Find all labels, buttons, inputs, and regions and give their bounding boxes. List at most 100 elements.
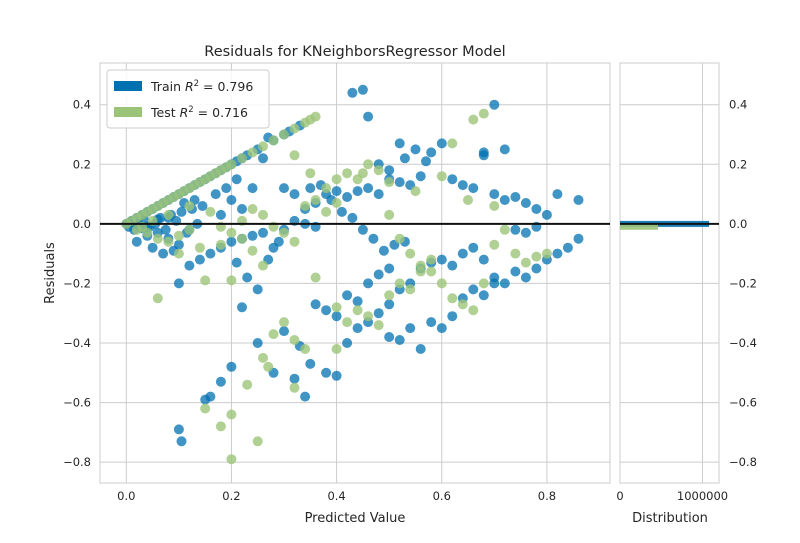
test-point (410, 186, 421, 197)
train-point (489, 99, 500, 110)
test-point (215, 421, 226, 432)
train-point (347, 87, 358, 98)
distribution-y-tick-labels: 0.4 0.2 0.0 −0.2 −0.4 −0.6 −0.8 (729, 98, 757, 469)
train-point (160, 224, 171, 235)
train-point (531, 263, 542, 274)
legend-test-eq: = (194, 105, 212, 120)
train-point (357, 84, 368, 95)
test-point (384, 177, 395, 188)
train-point (510, 192, 521, 202)
legend-item-test: Test R2 = 0.716 (114, 105, 248, 120)
train-point (331, 370, 342, 381)
train-point (499, 144, 510, 155)
test-point (331, 174, 342, 185)
test-point (447, 293, 458, 304)
distribution-bar-test (620, 223, 658, 230)
legend: Train R2 = 0.796 Test R2 = 0.716 (106, 69, 270, 129)
train-point (468, 284, 479, 295)
y-tick-label: −0.4 (63, 336, 91, 350)
legend-label-test: Test R2 = 0.716 (150, 105, 248, 120)
test-point (242, 379, 253, 390)
train-point (436, 138, 447, 149)
train-point (336, 206, 347, 217)
train-point (531, 204, 542, 214)
test-point (342, 317, 353, 328)
test-point (363, 159, 374, 170)
legend-swatch-train (114, 81, 142, 91)
test-point (258, 141, 268, 152)
test-point (426, 254, 437, 265)
test-point (415, 266, 426, 277)
distribution-y-tick-label: 0.0 (729, 217, 747, 231)
train-point (520, 227, 531, 238)
test-point (152, 233, 163, 244)
test-point (405, 248, 416, 259)
test-point (468, 305, 479, 316)
test-point (541, 248, 552, 259)
train-point (237, 204, 247, 214)
train-point (279, 183, 289, 194)
train-point (573, 195, 584, 205)
x-tick-label: 0.4 (327, 489, 345, 503)
train-point (436, 323, 447, 334)
train-point (562, 242, 573, 253)
train-point (552, 189, 563, 200)
train-point (247, 230, 258, 241)
test-point (226, 454, 237, 465)
distribution-x-tick-label: 1000000 (677, 489, 728, 503)
test-point (279, 227, 289, 238)
test-point (373, 320, 384, 331)
test-point (321, 183, 332, 194)
train-point (331, 186, 342, 197)
test-point (373, 165, 384, 176)
train-point (273, 236, 284, 247)
test-point (478, 108, 489, 119)
train-point (197, 201, 208, 211)
train-point (173, 424, 184, 435)
train-point (373, 308, 384, 319)
test-point (226, 409, 237, 420)
test-point (457, 299, 468, 310)
y-tick-label: 0.2 (73, 157, 91, 171)
train-point (310, 299, 321, 310)
test-point (226, 227, 237, 238)
train-point (331, 311, 342, 322)
train-point (373, 269, 384, 280)
legend-box (106, 69, 270, 129)
test-point (436, 278, 447, 289)
train-point (357, 224, 368, 235)
train-point (573, 233, 584, 244)
test-point (289, 382, 300, 393)
train-point (342, 192, 353, 202)
train-point (363, 183, 374, 194)
test-point (279, 317, 289, 328)
distribution-axis-label: Distribution (632, 511, 708, 526)
test-point (310, 195, 321, 205)
train-point (184, 260, 195, 271)
train-point (258, 153, 268, 164)
x-tick-label: 0.2 (222, 489, 240, 503)
test-point (184, 201, 195, 211)
test-point (258, 260, 268, 271)
train-point (399, 153, 410, 164)
test-point (499, 224, 510, 235)
test-point (163, 209, 174, 220)
train-point (205, 391, 216, 402)
test-point (357, 168, 368, 179)
train-point (510, 266, 521, 277)
legend-train-eq: = (199, 79, 217, 94)
legend-train-metric-exp: 2 (194, 79, 199, 89)
x-tick-label: 0.8 (538, 489, 556, 503)
main-x-tick-labels: 0.0 0.2 0.4 0.6 0.8 (117, 489, 556, 503)
train-point (176, 436, 187, 447)
x-tick-label: 0.0 (117, 489, 135, 503)
distribution-x-tick-label: 0 (616, 489, 623, 503)
test-point (310, 272, 321, 283)
test-point (331, 344, 342, 354)
test-point (289, 236, 300, 247)
train-point (226, 361, 237, 372)
test-point (468, 114, 479, 125)
test-point (510, 248, 521, 259)
test-point (300, 344, 311, 354)
test-point (247, 147, 258, 158)
